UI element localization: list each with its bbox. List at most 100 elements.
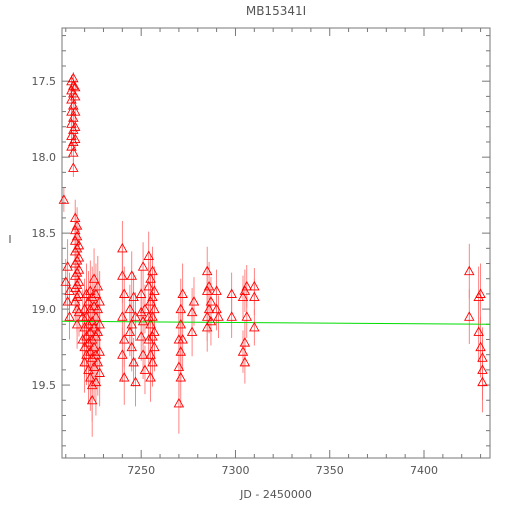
data-point [130, 376, 141, 387]
data-point [85, 326, 96, 336]
data-point [90, 376, 102, 387]
data-point [241, 280, 253, 291]
data-point [147, 331, 158, 341]
data-point [205, 315, 217, 326]
data-point [201, 311, 213, 321]
data-point [143, 334, 154, 344]
data-point [79, 321, 90, 332]
data-point [145, 318, 156, 329]
data-point [175, 303, 187, 314]
data-point [177, 334, 188, 344]
data-point [211, 285, 222, 295]
data-point [473, 326, 484, 336]
x-tick-label: 7350 [316, 464, 344, 477]
x-axis-label: JD - 2450000 [239, 488, 312, 501]
data-point [175, 372, 187, 382]
data-point [69, 235, 81, 245]
data-point [60, 276, 72, 286]
data-point [128, 291, 139, 301]
data-point [117, 242, 128, 253]
data-point [79, 356, 90, 367]
data-point [135, 288, 147, 298]
data-point [186, 306, 198, 317]
data-point [145, 273, 156, 283]
data-point [94, 367, 105, 377]
data-point [92, 303, 104, 314]
data-point [188, 296, 200, 306]
data-point [147, 356, 158, 367]
data-point [137, 261, 149, 271]
data-point [81, 288, 92, 298]
data-point [81, 311, 92, 321]
data-point [237, 346, 249, 356]
data-point [69, 296, 81, 306]
data-point [85, 372, 96, 382]
x-tick-label: 7300 [221, 464, 249, 477]
data-point [145, 296, 156, 306]
data-point [175, 318, 187, 329]
data-point [94, 346, 105, 356]
y-tick-label: 18.0 [32, 151, 57, 164]
data-point [477, 364, 488, 374]
data-point [130, 311, 141, 321]
data-point [463, 265, 475, 276]
data-point [86, 334, 98, 344]
y-tick-label: 18.5 [32, 227, 57, 240]
data-point [126, 270, 138, 280]
y-axis-label: I [8, 233, 11, 246]
data-point [66, 130, 77, 140]
fit-line [61, 320, 491, 325]
data-point [83, 364, 94, 374]
data-point [477, 352, 488, 362]
data-point [86, 394, 98, 405]
data-point [73, 239, 85, 250]
data-point [73, 306, 85, 317]
data-point [213, 311, 224, 321]
data-point [88, 341, 100, 352]
data-point [69, 90, 81, 101]
data-point [71, 220, 83, 230]
data-point [201, 321, 213, 332]
data-point [69, 106, 81, 116]
data-point [173, 361, 185, 371]
axis-ticks: 7250 7300 7350 7400 17.5 18.0 18.5 19.0 19.5 [32, 28, 490, 477]
data-point [137, 315, 149, 326]
data-point [68, 162, 79, 172]
data-point [117, 349, 128, 359]
data-point [249, 321, 260, 332]
data-point [143, 280, 154, 291]
data-point [86, 352, 98, 362]
data-point [79, 303, 90, 314]
data-point [249, 280, 260, 291]
data-point [143, 250, 154, 260]
data-point [66, 93, 77, 104]
data-point [135, 331, 147, 341]
data-point [126, 318, 138, 329]
chart-title: MB15341I [246, 4, 306, 18]
data-point [139, 364, 151, 374]
data-point [139, 303, 151, 314]
data-point [73, 264, 85, 274]
data-point [211, 303, 222, 314]
data-point [177, 288, 188, 298]
data-point [147, 265, 158, 276]
data-point [68, 147, 79, 157]
data-point [117, 270, 128, 280]
data-point [85, 285, 96, 295]
data-point [239, 285, 251, 295]
data-point [117, 311, 128, 321]
data-point [86, 315, 98, 326]
data-point [90, 288, 102, 298]
data-point [83, 337, 94, 347]
data-point [226, 311, 237, 321]
data-point [145, 349, 156, 359]
data-point [149, 303, 160, 314]
data-point [71, 318, 83, 329]
data-point [73, 288, 85, 298]
data-point [124, 326, 136, 336]
data-point [147, 291, 158, 301]
data-point [226, 288, 237, 298]
data-point [69, 212, 81, 222]
data-point [69, 81, 81, 92]
data-point [85, 303, 96, 314]
